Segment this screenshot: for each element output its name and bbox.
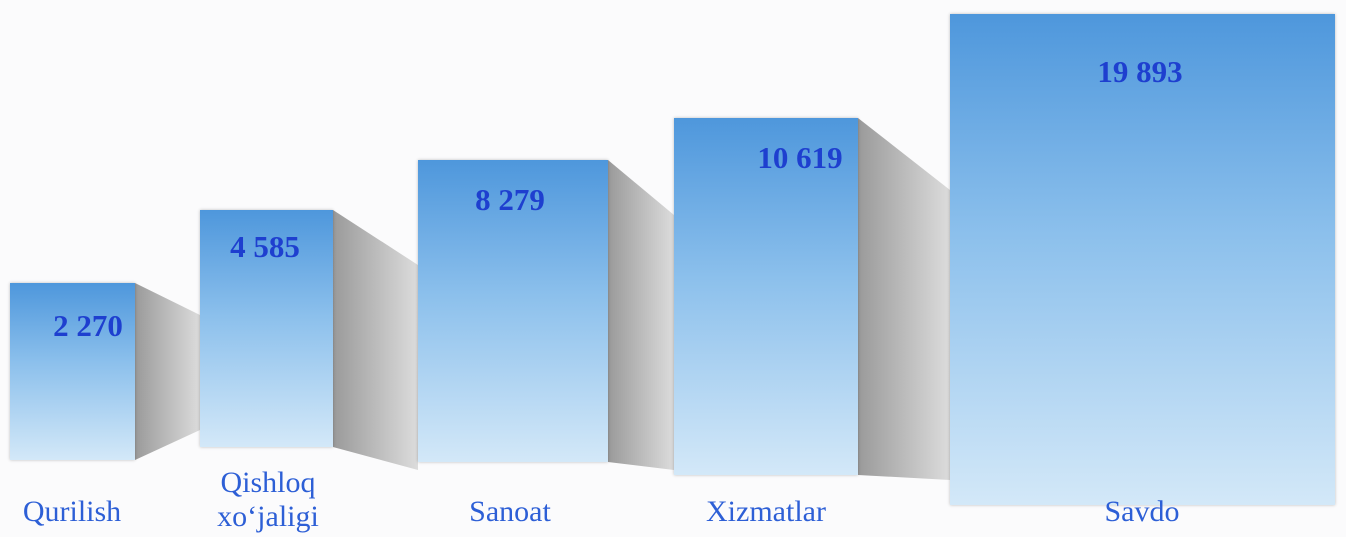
value: 2 270 (53, 308, 123, 343)
label: Qurilish (22, 495, 122, 528)
panel (950, 14, 1335, 505)
panel (200, 210, 333, 447)
connector (608, 160, 674, 470)
value: 19 893 (1097, 54, 1183, 89)
label: Qishloq xo‘jaligi (217, 466, 319, 533)
label: Sanoat (469, 495, 551, 528)
connector (135, 283, 200, 460)
connector (858, 118, 950, 480)
panel (674, 118, 858, 475)
label: Savdo (1104, 495, 1180, 528)
value: 4 585 (230, 229, 300, 264)
value: 8 279 (475, 182, 545, 217)
panel (418, 160, 608, 462)
value: 10 619 (757, 140, 843, 175)
label: Xizmatlar (706, 495, 826, 528)
connector (333, 210, 418, 470)
panel (10, 283, 135, 460)
